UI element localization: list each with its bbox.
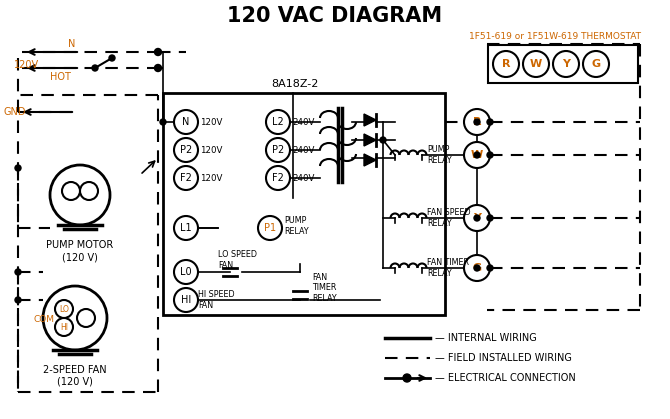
Text: F2: F2 <box>272 173 284 183</box>
Text: GND: GND <box>4 107 27 117</box>
Circle shape <box>155 65 161 72</box>
Text: (120 V): (120 V) <box>62 252 98 262</box>
Text: N: N <box>68 39 76 49</box>
Text: W: W <box>471 150 483 160</box>
Polygon shape <box>364 154 376 166</box>
Circle shape <box>464 205 490 231</box>
Text: PUMP
RELAY: PUMP RELAY <box>427 145 452 165</box>
Text: Y: Y <box>473 213 481 223</box>
Circle shape <box>15 269 21 275</box>
Text: FAN
TIMER
RELAY: FAN TIMER RELAY <box>312 273 336 303</box>
Circle shape <box>174 110 198 134</box>
Text: P2: P2 <box>272 145 284 155</box>
Text: — ELECTRICAL CONNECTION: — ELECTRICAL CONNECTION <box>435 373 576 383</box>
Circle shape <box>553 51 579 77</box>
Text: Y: Y <box>562 59 570 69</box>
Text: 120V: 120V <box>200 117 222 127</box>
Text: 1F51-619 or 1F51W-619 THERMOSTAT: 1F51-619 or 1F51W-619 THERMOSTAT <box>469 31 641 41</box>
Text: 120 VAC DIAGRAM: 120 VAC DIAGRAM <box>227 6 443 26</box>
Circle shape <box>474 152 480 158</box>
Text: LO SPEED
FAN: LO SPEED FAN <box>218 250 257 270</box>
Text: (120 V): (120 V) <box>57 377 93 387</box>
Bar <box>488 45 638 83</box>
Text: N: N <box>182 117 190 127</box>
Circle shape <box>15 165 21 171</box>
Circle shape <box>174 166 198 190</box>
Bar <box>163 93 445 315</box>
Circle shape <box>174 260 198 284</box>
Circle shape <box>55 318 73 336</box>
Circle shape <box>43 286 107 350</box>
Text: 120V: 120V <box>14 60 39 70</box>
Circle shape <box>55 300 73 318</box>
Text: FAN SPEED
RELAY: FAN SPEED RELAY <box>427 208 470 228</box>
Text: 120V: 120V <box>200 145 222 155</box>
Text: HI: HI <box>181 295 191 305</box>
Text: L1: L1 <box>180 223 192 233</box>
Circle shape <box>160 119 166 125</box>
Text: 2-SPEED FAN: 2-SPEED FAN <box>43 365 107 375</box>
Text: L0: L0 <box>180 267 192 277</box>
Text: 8A18Z-2: 8A18Z-2 <box>271 79 319 89</box>
Text: HI SPEED
FAN: HI SPEED FAN <box>198 290 234 310</box>
Circle shape <box>109 55 115 61</box>
Circle shape <box>266 138 290 162</box>
Text: HI: HI <box>60 323 68 331</box>
Circle shape <box>487 152 493 158</box>
Circle shape <box>487 215 493 221</box>
Text: 240V: 240V <box>292 173 314 183</box>
Text: PUMP
RELAY: PUMP RELAY <box>284 216 309 236</box>
Polygon shape <box>364 134 376 146</box>
Text: P2: P2 <box>180 145 192 155</box>
Polygon shape <box>364 114 376 126</box>
Circle shape <box>174 138 198 162</box>
Circle shape <box>174 216 198 240</box>
Circle shape <box>266 110 290 134</box>
Text: — INTERNAL WIRING: — INTERNAL WIRING <box>435 333 537 343</box>
Circle shape <box>15 297 21 303</box>
Text: G: G <box>472 263 482 273</box>
Text: LO: LO <box>59 305 69 313</box>
Text: P1: P1 <box>264 223 276 233</box>
Circle shape <box>155 49 161 55</box>
Circle shape <box>583 51 609 77</box>
Text: HOT: HOT <box>50 72 70 82</box>
Circle shape <box>464 142 490 168</box>
Text: — FIELD INSTALLED WIRING: — FIELD INSTALLED WIRING <box>435 353 572 363</box>
Circle shape <box>80 182 98 200</box>
Text: R: R <box>473 117 481 127</box>
Circle shape <box>380 137 386 143</box>
Text: PUMP MOTOR: PUMP MOTOR <box>46 240 114 250</box>
Circle shape <box>266 166 290 190</box>
Circle shape <box>487 265 493 271</box>
Text: 240V: 240V <box>292 145 314 155</box>
Text: FAN TIMER
RELAY: FAN TIMER RELAY <box>427 258 469 278</box>
Text: 240V: 240V <box>292 117 314 127</box>
Text: COM: COM <box>33 316 54 324</box>
Circle shape <box>50 165 110 225</box>
Circle shape <box>464 255 490 281</box>
Circle shape <box>523 51 549 77</box>
Circle shape <box>487 119 493 125</box>
Text: L2: L2 <box>272 117 284 127</box>
Text: W: W <box>530 59 542 69</box>
Circle shape <box>474 265 480 271</box>
Circle shape <box>403 374 411 382</box>
Text: F2: F2 <box>180 173 192 183</box>
Text: G: G <box>592 59 600 69</box>
Circle shape <box>493 51 519 77</box>
Circle shape <box>258 216 282 240</box>
Circle shape <box>77 309 95 327</box>
Circle shape <box>92 65 98 71</box>
Circle shape <box>62 182 80 200</box>
Circle shape <box>474 215 480 221</box>
Circle shape <box>464 109 490 135</box>
Circle shape <box>174 288 198 312</box>
Circle shape <box>474 119 480 125</box>
Text: R: R <box>502 59 511 69</box>
Text: 120V: 120V <box>200 173 222 183</box>
